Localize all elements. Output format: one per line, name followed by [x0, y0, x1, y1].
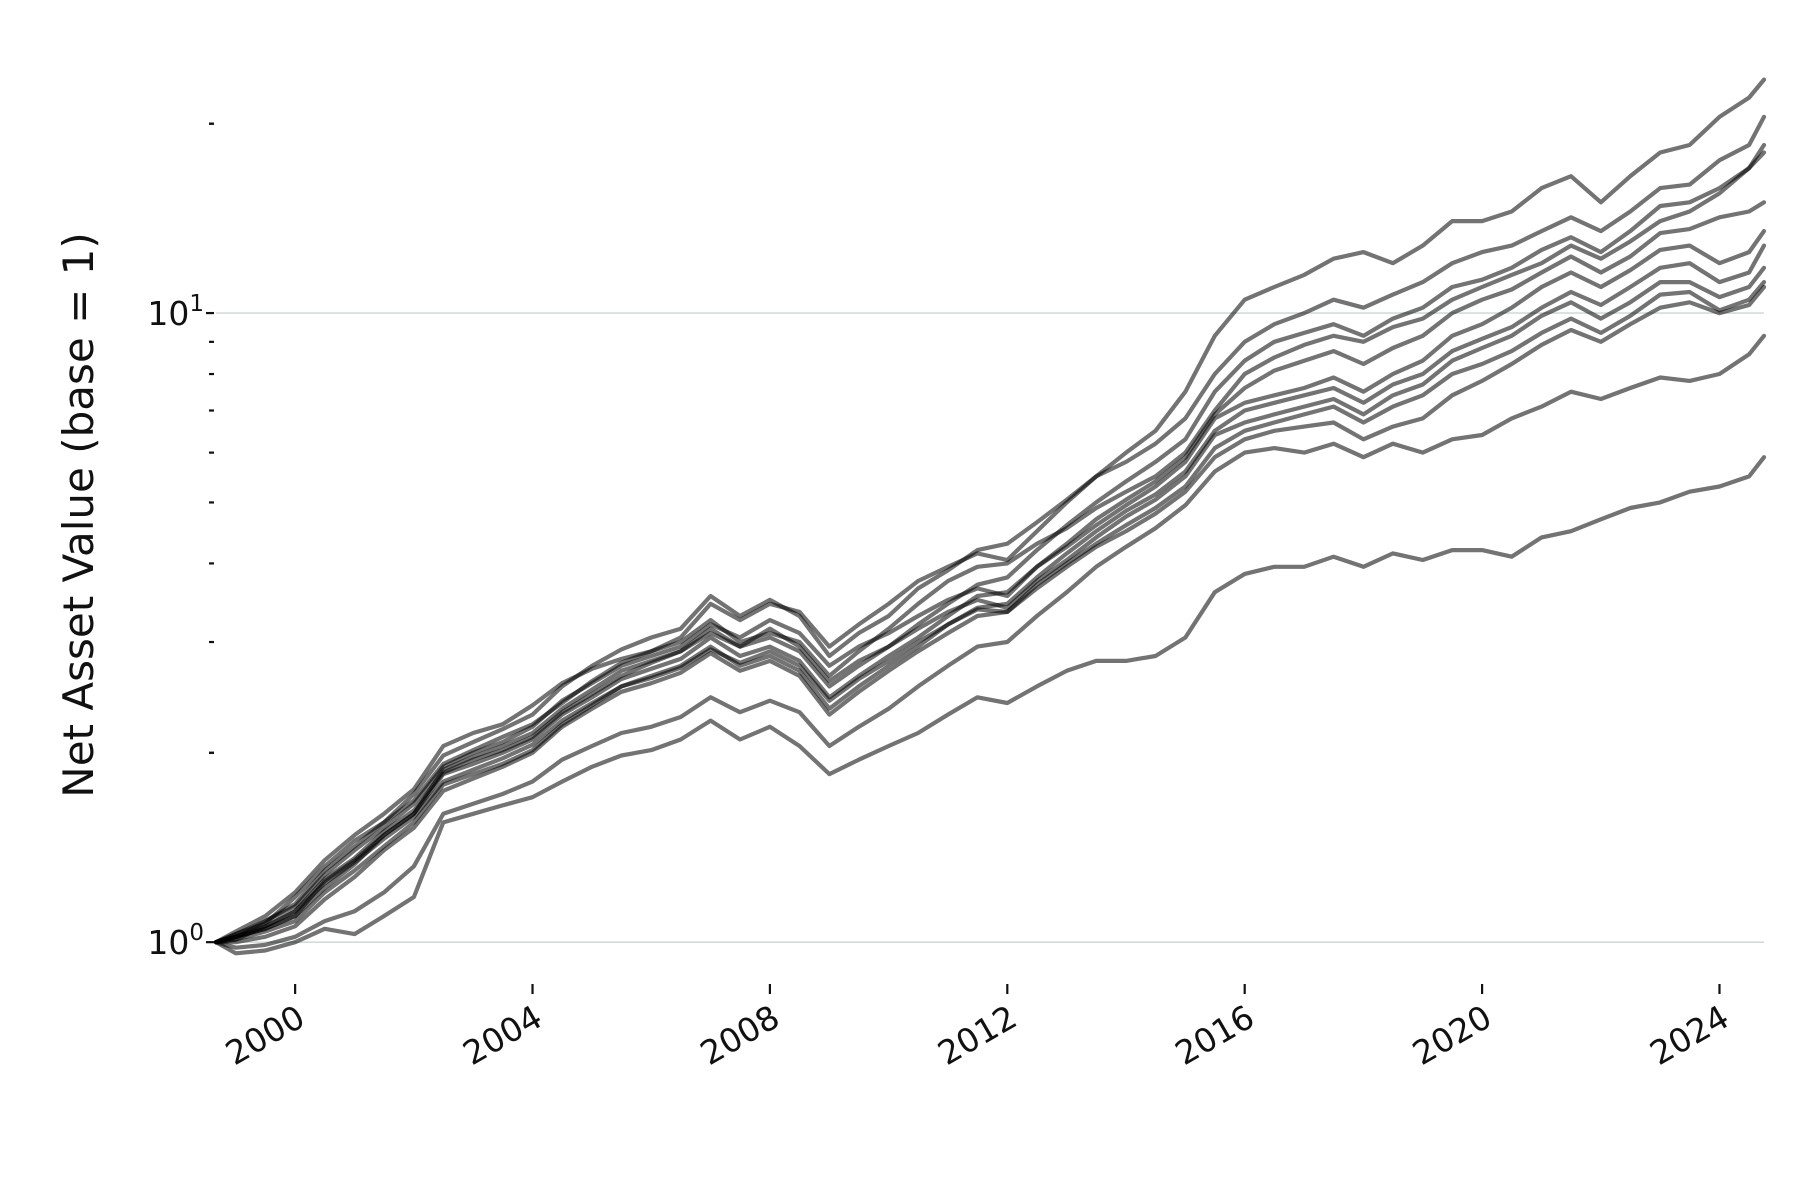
series-line-9: [213, 280, 1767, 945]
gridlines: [216, 312, 1764, 943]
x-tick-label: 2012: [931, 997, 1023, 1073]
series-line-10: [213, 284, 1767, 945]
series-line-2: [213, 114, 1767, 945]
series-lines: [213, 77, 1767, 956]
x-tick-label: 2008: [694, 997, 786, 1073]
x-axis: 2000 2004 2008 2012 2016 2020 2024: [219, 984, 1735, 1073]
series-line-3: [213, 142, 1767, 945]
y-axis-title: Net Asset Value (base = 1): [54, 232, 103, 797]
x-tick-label: 2016: [1168, 997, 1260, 1073]
y-tick-label-base: 10: [147, 923, 189, 962]
series-line-4: [213, 150, 1767, 945]
y-tick-label: 100: [147, 920, 204, 962]
series-line-8: [213, 265, 1767, 945]
series-line-11: [213, 333, 1767, 950]
x-tick-label: 2020: [1406, 997, 1498, 1073]
y-tick-label-exponent: 0: [189, 920, 204, 946]
x-tick-label: 2000: [219, 997, 311, 1073]
y-tick-label: 101: [147, 291, 204, 333]
y-tick-label-exponent: 1: [189, 291, 204, 317]
x-tick-label: 2024: [1643, 997, 1735, 1073]
series-line-1: [213, 77, 1767, 945]
series-line-12: [213, 455, 1767, 956]
x-tick-label: 2004: [456, 997, 548, 1073]
y-tick-label-base: 10: [147, 294, 189, 333]
series-line-6: [213, 229, 1767, 945]
